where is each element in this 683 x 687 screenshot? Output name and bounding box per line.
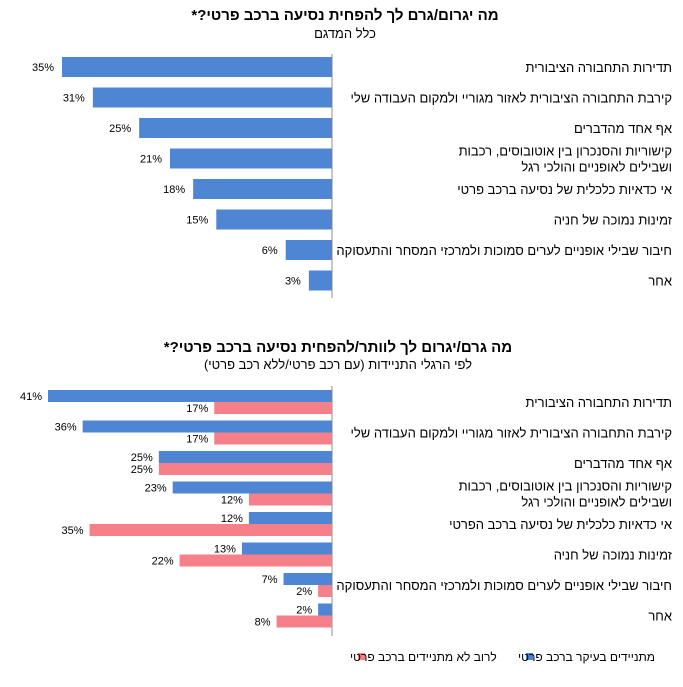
chart-1-value-label-6: 15% <box>186 215 208 227</box>
chart-2-subtitle: לפי הרגלי התניידות (עם רכב פרטי/ללא רכב … <box>204 357 472 372</box>
chart-1-category-label-4: קישוריות והסנכרון בין אוטובוסים, רכבות וש… <box>459 144 672 175</box>
chart-2-bar-series-2-3 <box>158 463 332 475</box>
chart-2-value-label-series-2-7: 2% <box>296 586 312 598</box>
chart-1-bar-6 <box>216 209 332 230</box>
chart-2-value-label-series-2-4: 12% <box>221 495 243 507</box>
chart-2: מה גרם/יגרום לך לוותר/להפחית נסיעה ברכב … <box>20 339 673 664</box>
chart-2-value-label-series-2-3: 25% <box>131 464 153 476</box>
legend-label-series-1: מתניידים בעיקר ברכב פרטי <box>518 650 655 664</box>
legend-swatch-series-2 <box>358 653 365 660</box>
chart-1-value-label-3: 25% <box>109 123 131 135</box>
chart-2-value-labels: 41% 17% 36% 17% 25%25% 23% 12% 12% 35% 13% 22% 7% 2%… <box>20 391 312 629</box>
chart-1-title: מה יגרום/גרם לך להפחית נסיעה ברכב פרטי?* <box>191 7 498 24</box>
chart-1-category-label-1: תדירות התחבורה הציבורית <box>526 60 672 75</box>
chart-1-bars <box>62 57 332 291</box>
chart-1-category-label-6: זמינות נמוכה של חניה <box>554 213 673 228</box>
chart-2-legend: מתניידים בעיקר ברכב פרטי לרוב לא מתניידי… <box>350 650 655 664</box>
chart-2-bar-series-2-2 <box>214 432 332 445</box>
chart-2-value-label-series-1-3: 25% <box>131 452 153 464</box>
chart-2-value-label-series-1-8: 2% <box>296 605 312 617</box>
chart-2-bar-series-1-6 <box>241 542 332 555</box>
chart-2-bar-series-2-6 <box>179 554 332 567</box>
chart-2-bar-series-1-5 <box>248 512 332 524</box>
chart-1-bar-4 <box>170 148 332 169</box>
chart-1-value-label-7: 6% <box>262 245 278 257</box>
chart-2-bar-series-1-1 <box>48 390 332 402</box>
chart-2-bar-series-2-7 <box>318 585 332 597</box>
chart-2-value-label-series-1-4: 23% <box>145 483 167 495</box>
chart-2-category-label-4: קישוריות והסנכרון בין אוטובוסים, רכבות וש… <box>459 479 672 510</box>
chart-2-bar-series-1-4 <box>172 481 332 494</box>
chart-2-bars <box>48 390 332 628</box>
chart-1-category-labels: תדירות התחבורה הציבורית קירבת התחבורה הצי… <box>336 60 672 289</box>
chart-1-value-label-2: 31% <box>63 93 85 105</box>
chart-1-category-label-8: אחר <box>648 274 672 289</box>
chart-2-category-label-7: חיבור שבילי אופניים לערים סמוכות ולמרכזי… <box>336 578 672 593</box>
chart-1-value-label-4: 21% <box>140 154 162 166</box>
chart-2-value-label-series-1-6: 13% <box>214 544 236 556</box>
chart-1-value-label-8: 3% <box>285 276 301 288</box>
chart-1-category-label-7: חיבור שבילי אופניים לערים סמוכות ולמרכזי… <box>336 243 672 258</box>
chart-1: מה יגרום/גרם לך להפחית נסיעה ברכב פרטי?*… <box>32 7 673 298</box>
chart-1-bar-3 <box>139 118 332 138</box>
chart-1-value-labels: 35% 31% 25% 21% 18% 15% 6% 3% <box>32 62 301 288</box>
chart-1-category-label-3: אף אחד מהדברים <box>574 121 672 136</box>
chart-2-value-label-series-2-2: 17% <box>186 434 208 446</box>
chart-2-value-label-series-2-1: 17% <box>186 403 208 415</box>
chart-2-title: מה גרם/יגרום לך לוותר/להפחית נסיעה ברכב … <box>164 339 512 356</box>
chart-2-value-label-series-2-6: 22% <box>152 556 174 568</box>
chart-1-bar-5 <box>193 179 332 199</box>
chart-2-value-label-series-2-5: 35% <box>62 525 84 537</box>
chart-1-subtitle: כלל המדגם <box>314 26 376 41</box>
chart-2-category-label-5: אי כדאיות כלכלית של נסיעה ברכב הפרטי <box>449 517 672 532</box>
chart-1-category-label-2: קירבת התחבורה הציבורית לאזור מגוריי ולמק… <box>350 91 672 106</box>
legend-swatch-series-1 <box>526 653 533 660</box>
chart-2-bar-series-2-4 <box>248 493 332 506</box>
chart-1-category-label-5: אי כדאיות כלכלית של נסיעה ברכב פרטי <box>457 182 672 197</box>
chart-2-bar-series-1-3 <box>158 451 332 463</box>
chart-2-value-label-series-1-7: 7% <box>262 574 278 586</box>
legend-label-series-2: לרוב לא מתניידים ברכב פרטי <box>350 650 497 664</box>
chart-2-category-label-6: זמינות נמוכה של חניה <box>554 548 673 563</box>
chart-2-category-labels: תדירות התחבורה הציבורית קירבת התחבורה הצי… <box>336 395 672 624</box>
chart-2-category-label-3: אף אחד מהדברים <box>574 456 672 471</box>
chart-1-bar-8 <box>308 270 332 291</box>
chart-2-value-label-series-1-5: 12% <box>221 513 243 525</box>
chart-2-bar-series-2-1 <box>214 402 332 414</box>
chart-2-bar-series-1-2 <box>82 420 332 433</box>
chart-1-bar-1 <box>62 57 332 77</box>
chart-2-bar-series-1-8 <box>318 603 332 616</box>
chart-2-category-label-8: אחר <box>648 609 672 624</box>
chart-1-bar-7 <box>285 240 332 260</box>
chart-2-category-label-2: קירבת התחבורה הציבורית לאזור מגוריי ולמק… <box>350 426 672 441</box>
chart-2-value-label-series-1-2: 36% <box>55 422 77 434</box>
chart-2-value-label-series-2-8: 8% <box>255 617 271 629</box>
chart-1-bar-2 <box>92 87 332 108</box>
chart-1-value-label-5: 18% <box>163 184 185 196</box>
chart-2-value-label-series-1-1: 41% <box>20 391 42 403</box>
chart-1-value-label-1: 35% <box>32 62 54 74</box>
chart-2-bar-series-2-5 <box>89 524 332 536</box>
chart-2-bar-series-1-7 <box>283 573 332 585</box>
chart-2-category-label-1: תדירות התחבורה הציבורית <box>526 395 672 410</box>
chart-2-bar-series-2-8 <box>276 615 332 628</box>
